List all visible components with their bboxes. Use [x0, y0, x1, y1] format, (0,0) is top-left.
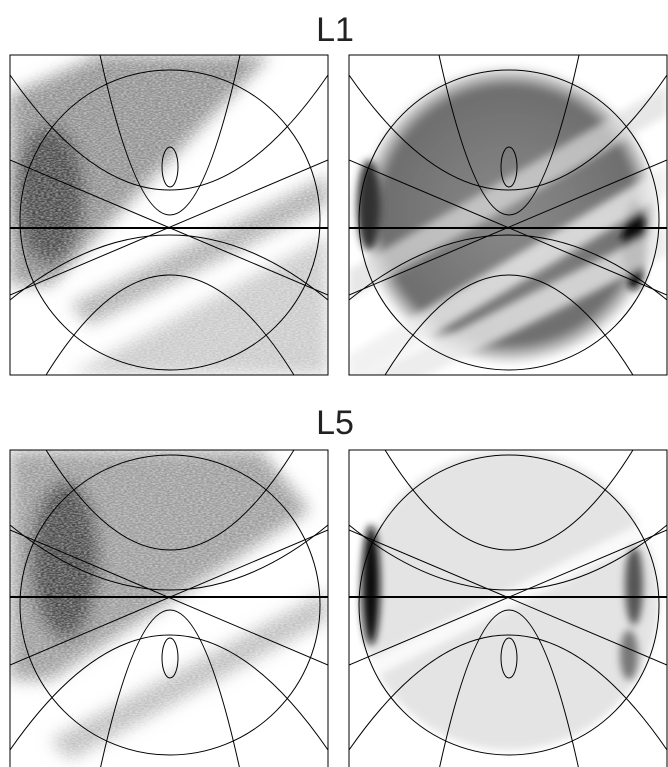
- map-shape: [9, 54, 329, 376]
- panel-title: L1: [316, 11, 354, 49]
- map-shape: [9, 449, 329, 767]
- map-shape: [349, 510, 667, 690]
- map-shape: [620, 630, 638, 680]
- map-shape: [362, 525, 380, 645]
- map-shape: [349, 55, 667, 375]
- map-shape: [348, 449, 668, 767]
- map-shape: [348, 54, 668, 376]
- map-shape: [349, 85, 667, 300]
- map-shape: [349, 450, 667, 767]
- panel-title: L5: [316, 404, 354, 442]
- map-shape: [10, 55, 328, 375]
- map-shape: [349, 165, 667, 375]
- observed-map: [9, 54, 329, 376]
- model-map: [348, 449, 668, 767]
- model-map: [348, 54, 668, 376]
- map-shape: [349, 510, 667, 690]
- map-shape: [625, 545, 643, 625]
- observed-map: [9, 449, 329, 767]
- map-shape: [10, 450, 328, 767]
- map-shape: [368, 225, 667, 375]
- map-shape: [10, 450, 328, 767]
- map-shape: [357, 160, 381, 250]
